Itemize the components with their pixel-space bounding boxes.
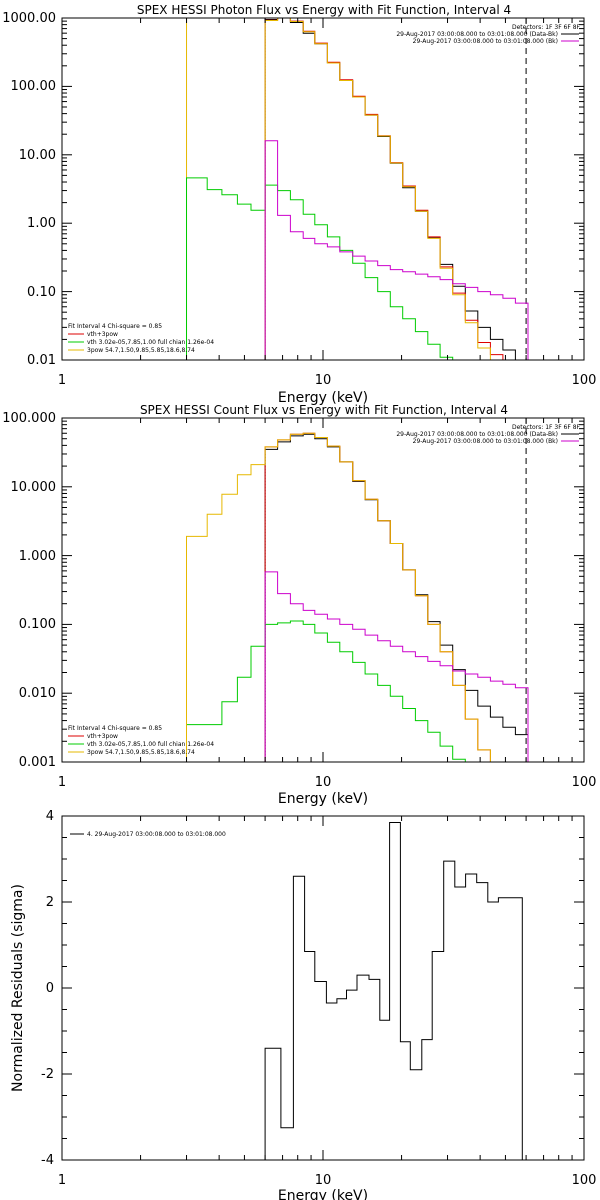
photon-series-group xyxy=(186,17,529,361)
legend-detectors: Detectors: 1F 3F 6F 8F xyxy=(512,24,581,31)
y-tick-label: 4 xyxy=(46,809,54,824)
y-tick-label: 0 xyxy=(46,981,54,996)
x-tick-label: 10 xyxy=(315,775,332,790)
y-tick-label: 0.10 xyxy=(27,285,56,300)
series-line-vth xyxy=(186,177,466,361)
x-tick-label: 1 xyxy=(58,775,66,790)
legend-entry-3pow: 3pow 54.7,1.50,9.85,5.85,18.6,8.74 xyxy=(87,347,195,354)
legend-entry-vth: vth 3.02e-05,7.85,1.00 full chian 1.26e-… xyxy=(87,339,214,346)
y-tick-label: 0.001 xyxy=(19,755,56,770)
y-tick-label: 1000.00 xyxy=(2,11,56,26)
series-line-vth xyxy=(186,620,466,762)
residuals-axis-ticks xyxy=(61,815,584,1161)
y-tick-label: 0.010 xyxy=(19,686,56,701)
legend-entry-3pow: 3pow 54.7,1.50,9.85,5.85,18.6,8.74 xyxy=(87,749,195,756)
residuals-series-group xyxy=(264,822,523,1160)
y-tick-label: 1.00 xyxy=(27,216,56,231)
series-line-vth-3pow xyxy=(264,432,491,762)
series-line-data-bk xyxy=(264,433,529,762)
series-line-residuals xyxy=(264,822,523,1160)
count-x-axis-label: Energy (keV) xyxy=(278,791,368,807)
count-series-group xyxy=(186,418,529,762)
count-flux-panel: SPEX HESSI Count Flux vs Energy with Fit… xyxy=(2,403,596,807)
y-tick-label: 10.000 xyxy=(11,480,57,495)
x-tick-label: 1 xyxy=(58,373,66,388)
series-line-vth-3pow xyxy=(264,17,504,360)
residuals-y-axis-label: Normalized Residuals (sigma) xyxy=(10,884,26,1092)
y-tick-label: 100.000 xyxy=(2,411,56,426)
y-tick-label: -2 xyxy=(41,1067,54,1082)
series-line-data-bk xyxy=(264,17,528,361)
series-line-bk xyxy=(264,140,529,360)
legend-entry-data-bk: 29-Aug-2017 03:00:08.000 to 03:01:08.000… xyxy=(396,431,558,438)
count-axis-ticks xyxy=(61,418,584,763)
count-chart-title: SPEX HESSI Count Flux vs Energy with Fit… xyxy=(140,403,508,417)
legend-entry-bk: 29-Aug-2017 03:00:08.000 to 03:01:08.000… xyxy=(413,438,558,445)
series-line-bk xyxy=(264,571,529,762)
residuals-panel: 1 10 100 -4 -2 0 2 4 Energy (keV) Normal… xyxy=(10,809,596,1200)
y-tick-label: 10.00 xyxy=(19,148,56,163)
y-tick-label: -4 xyxy=(41,1153,54,1168)
legend-fit-interval: Fit Interval 4 Chi-square = 0.85 xyxy=(68,323,162,330)
y-tick-label: 100.00 xyxy=(11,79,57,94)
residuals-x-axis-label: Energy (keV) xyxy=(278,1188,368,1200)
residuals-plot-frame xyxy=(61,815,585,1161)
x-tick-label: 100 xyxy=(572,775,597,790)
x-tick-label: 100 xyxy=(572,373,597,388)
y-tick-label: 0.01 xyxy=(27,353,56,368)
legend-entry-vth-3pow: vth+3pow xyxy=(87,331,118,338)
legend-entry-vth-3pow: vth+3pow xyxy=(87,733,118,740)
photon-plot-frame xyxy=(61,17,585,361)
legend-entry-vth: vth 3.02e-05,7.85,1.00 full chian 1.26e-… xyxy=(87,741,214,748)
photon-axis-ticks xyxy=(61,18,584,361)
x-tick-label: 100 xyxy=(572,1173,597,1188)
x-tick-label: 1 xyxy=(58,1173,66,1188)
legend-entry-bk: 29-Aug-2017 03:00:08.000 to 03:01:08.000… xyxy=(413,38,558,45)
photon-chart-title: SPEX HESSI Photon Flux vs Energy with Fi… xyxy=(137,3,511,17)
legend-detectors: Detectors: 1F 3F 6F 8F xyxy=(512,424,581,431)
x-tick-label: 10 xyxy=(315,373,332,388)
y-tick-label: 1.000 xyxy=(19,549,56,564)
series-line-3pow xyxy=(186,432,491,762)
legend-fit-interval: Fit Interval 4 Chi-square = 0.85 xyxy=(68,725,162,732)
x-tick-label: 10 xyxy=(315,1173,332,1188)
y-tick-label: 0.100 xyxy=(19,617,56,632)
y-tick-label: 2 xyxy=(46,895,54,910)
legend-entry-data-bk: 29-Aug-2017 03:00:08.000 to 03:01:08.000… xyxy=(396,31,558,38)
series-line-3pow xyxy=(264,17,491,360)
count-plot-frame xyxy=(61,417,585,763)
photon-x-axis-label: Energy (keV) xyxy=(278,390,368,406)
legend-entry-interval: 4. 29-Aug-2017 03:00:08.000 to 03:01:08.… xyxy=(87,831,226,838)
photon-flux-panel: SPEX HESSI Photon Flux vs Energy with Fi… xyxy=(2,3,596,406)
